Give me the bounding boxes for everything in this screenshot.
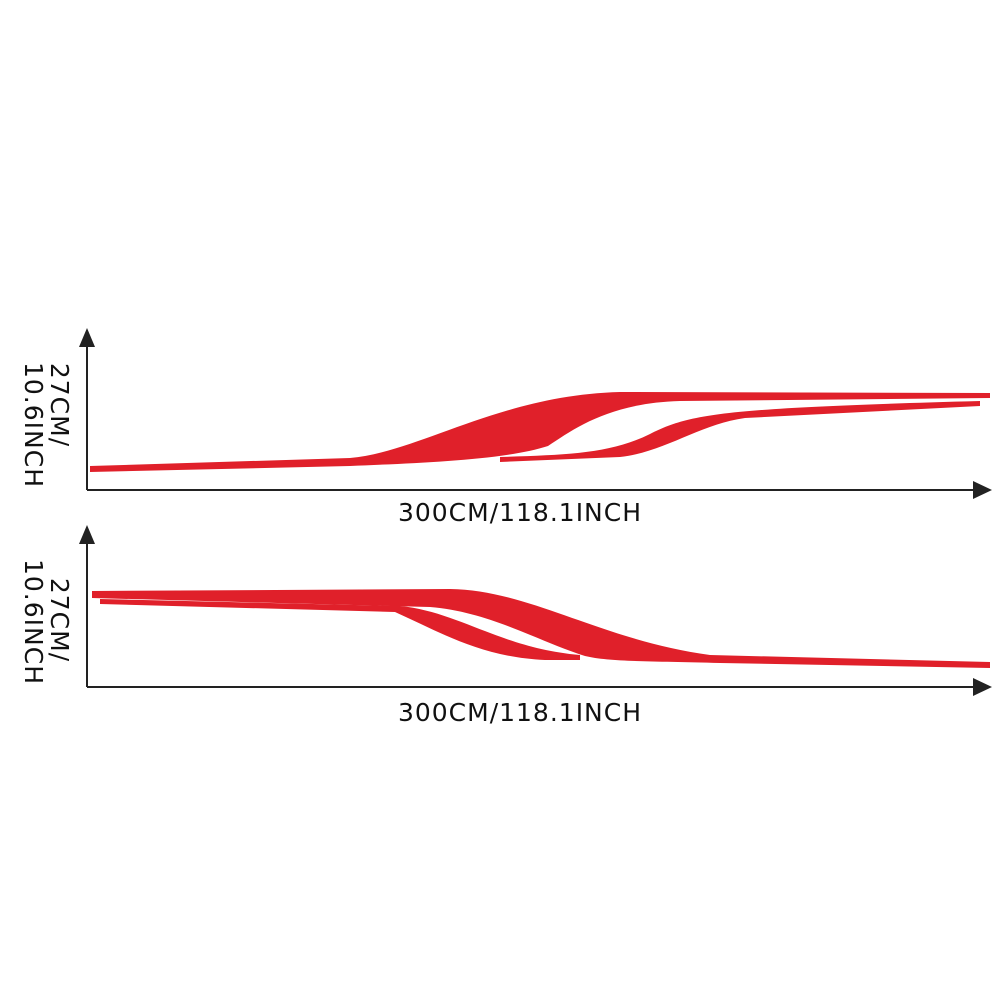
panel: 27CM/ 10.6INCH 300CM/118.1INCH bbox=[19, 525, 992, 727]
arrow bbox=[79, 328, 95, 347]
stripe bbox=[500, 401, 980, 462]
height-label: 10.6INCH bbox=[19, 559, 48, 685]
arrow bbox=[79, 525, 95, 544]
panel: 27CM/ 10.6INCH 300CM/118.1INCH bbox=[19, 328, 992, 527]
stripe bbox=[90, 392, 990, 472]
arrow bbox=[973, 481, 992, 499]
height-label: 27CM/ bbox=[45, 363, 74, 447]
height-label: 10.6INCH bbox=[19, 362, 48, 488]
width-label: 300CM/118.1INCH bbox=[398, 498, 642, 527]
height-label: 27CM/ bbox=[45, 578, 74, 662]
stripe bbox=[100, 599, 580, 660]
arrow bbox=[973, 678, 992, 696]
stripe bbox=[92, 589, 990, 668]
width-label: 300CM/118.1INCH bbox=[398, 698, 642, 727]
